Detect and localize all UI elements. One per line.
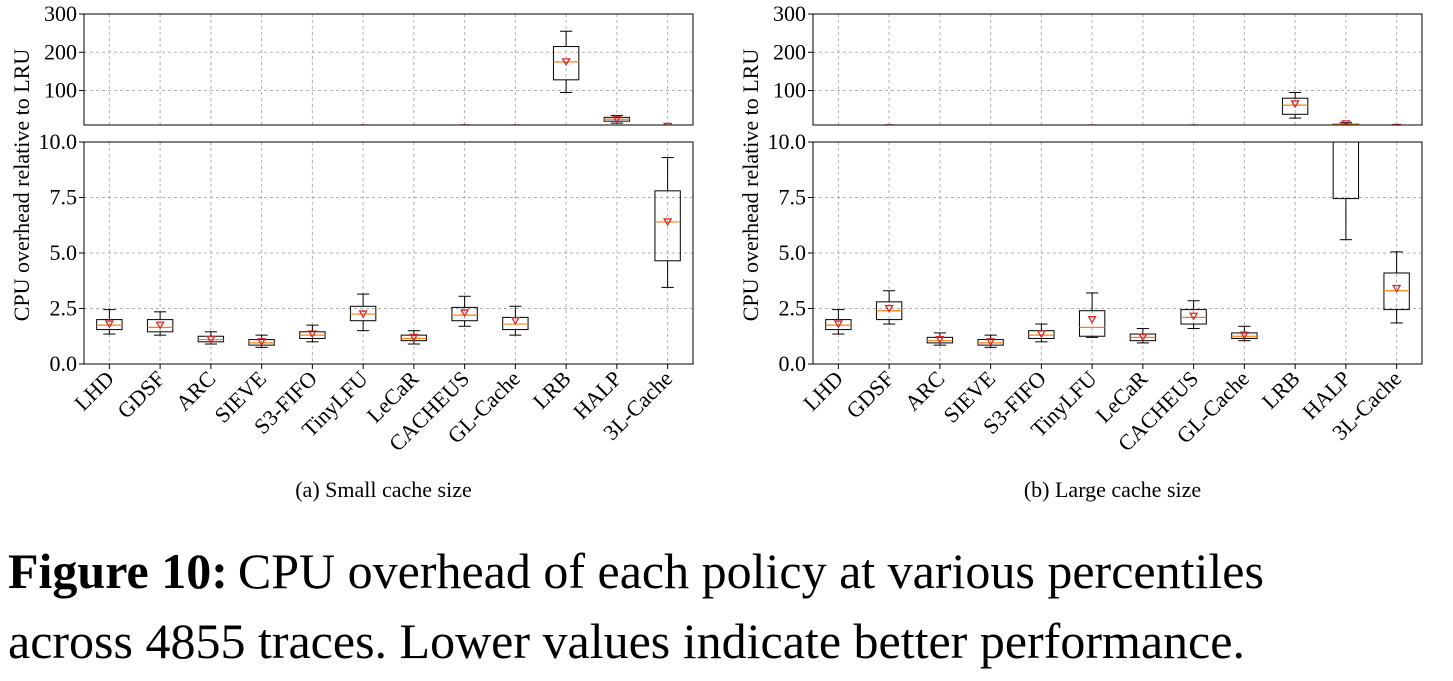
mean-marker: [1138, 124, 1148, 125]
mean-marker: [1290, 100, 1300, 109]
box: [1281, 97, 1309, 115]
box: [1078, 310, 1106, 337]
mean-marker: [206, 124, 216, 125]
mean-marker: [307, 330, 318, 339]
box: [1384, 127, 1409, 128]
caption-line-2: across 4855 traces. Lower values indicat…: [8, 613, 1245, 669]
mean-marker: [833, 124, 844, 125]
mean-marker: [1036, 330, 1047, 339]
mean-marker: [206, 335, 216, 344]
y-tick-label: 100: [773, 78, 806, 103]
mean-marker: [459, 309, 470, 318]
mean-marker: [833, 320, 844, 329]
mean-marker: [1239, 331, 1250, 340]
caption-text: CPU overhead of each policy at various p…: [238, 543, 1264, 599]
mean-marker: [884, 124, 894, 125]
mean-marker: [1188, 124, 1199, 125]
y-axis-label: CPU overhead relative to LRU: [738, 49, 763, 322]
y-tick-label: 0.0: [779, 351, 807, 376]
y-tick-label: 7.5: [50, 185, 78, 210]
x-tick-label: GDSF: [112, 366, 169, 423]
panel-frame: [83, 13, 694, 126]
mean-marker: [155, 124, 165, 125]
mean-marker: [1036, 124, 1047, 125]
box-group: [96, 157, 681, 348]
mean-marker: [985, 124, 996, 125]
mean-marker: [459, 124, 470, 125]
caption-line-1: Figure 10: CPU overhead of each policy at…: [8, 543, 1264, 599]
y-axis-label: CPU overhead relative to LRU: [9, 49, 34, 322]
y-tick-label: 0.0: [50, 351, 78, 376]
y-tick-label: 300: [773, 1, 806, 26]
mean-marker: [358, 124, 368, 125]
panel-frame: [812, 141, 1423, 365]
y-tick-label: 200: [44, 39, 77, 64]
mean-marker: [256, 338, 267, 347]
mean-marker: [358, 310, 368, 319]
y-tick-label: 100: [44, 78, 77, 103]
box: [146, 319, 174, 333]
mean-marker: [256, 124, 267, 125]
mean-marker: [1087, 124, 1097, 125]
mean-marker: [510, 317, 521, 326]
y-tick-label: 2.5: [50, 296, 78, 321]
y-tick-label: 300: [44, 1, 77, 26]
mean-marker: [561, 58, 571, 67]
mean-marker: [1391, 284, 1402, 293]
y-tick-label: 7.5: [779, 185, 807, 210]
box: [552, 46, 580, 81]
y-tick-label: 10.0: [39, 129, 78, 154]
y-tick-label: 10.0: [768, 129, 807, 154]
mean-marker: [1341, 120, 1351, 125]
box: [655, 126, 680, 127]
mean-marker: [307, 124, 318, 125]
mean-marker: [662, 218, 673, 227]
mean-marker: [1239, 124, 1250, 125]
mean-marker: [612, 115, 622, 124]
mean-marker: [884, 304, 894, 313]
panel-frame: [83, 141, 694, 365]
mean-marker: [935, 335, 945, 344]
mean-marker: [985, 338, 996, 347]
mean-marker: [104, 124, 115, 125]
mean-marker: [409, 333, 419, 342]
box-group: [833, 91, 1409, 128]
y-tick-label: 5.0: [50, 240, 78, 265]
mean-marker: [1087, 315, 1097, 324]
panel-frame: [812, 13, 1423, 126]
box-group: [825, 142, 1410, 348]
mean-marker: [155, 321, 165, 330]
mean-marker: [409, 124, 419, 125]
mean-marker: [1138, 333, 1148, 342]
caption-label: Figure 10:: [8, 543, 228, 599]
mean-marker: [510, 124, 521, 125]
box-group: [104, 30, 680, 127]
y-tick-label: 2.5: [779, 296, 807, 321]
box: [1332, 142, 1360, 200]
box: [654, 190, 681, 262]
y-tick-label: 200: [773, 39, 806, 64]
chart-title: (b) Large cache size: [1024, 477, 1201, 502]
x-tick-label: GDSF: [841, 366, 898, 423]
box: [451, 306, 478, 322]
chart-title: (a) Small cache size: [295, 477, 472, 502]
mean-marker: [935, 124, 945, 125]
y-tick-label: 5.0: [779, 240, 807, 265]
mean-marker: [662, 122, 673, 125]
mean-marker: [1188, 312, 1199, 321]
mean-marker: [104, 320, 115, 329]
